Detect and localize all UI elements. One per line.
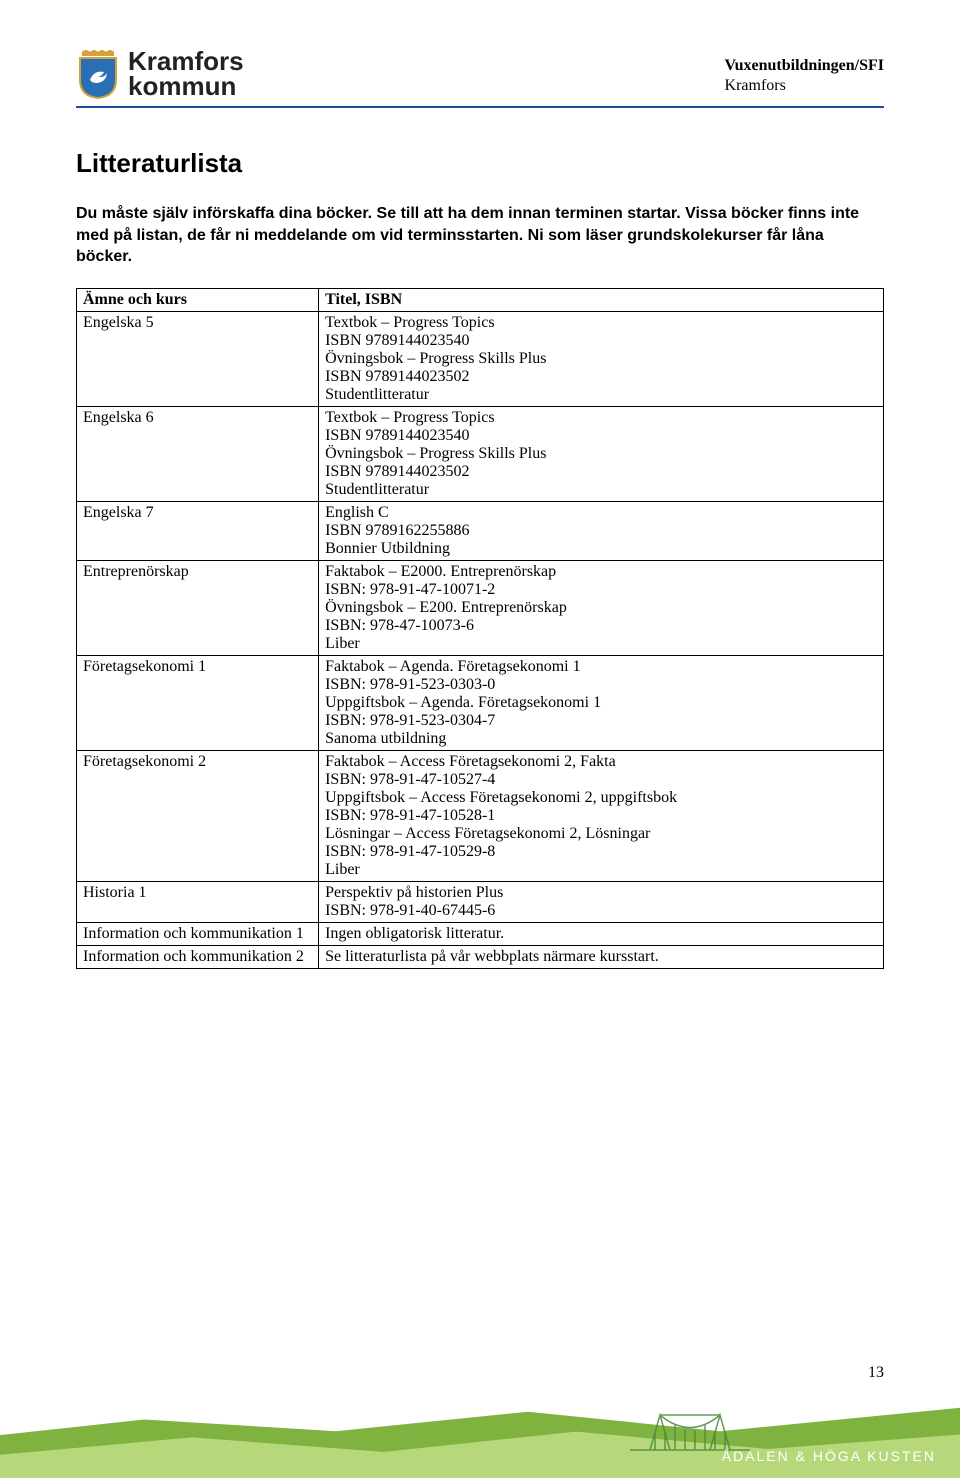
page-content: Kramfors kommun Vuxenutbildningen/SFI Kr… — [0, 0, 960, 969]
header: Kramfors kommun Vuxenutbildningen/SFI Kr… — [76, 48, 884, 100]
cell-info: Faktabok – E2000. EntreprenörskapISBN: 9… — [319, 560, 884, 655]
cell-line: ISBN 9789144023540 — [325, 427, 877, 445]
cell-line: Faktabok – Access Företagsekonomi 2, Fak… — [325, 753, 877, 771]
header-right-line2: Kramfors — [725, 76, 884, 96]
cell-subject: Information och kommunikation 2 — [77, 945, 319, 968]
cell-line: Studentlitteratur — [325, 481, 877, 499]
cell-line: Sanoma utbildning — [325, 730, 877, 748]
cell-line: Faktabok – Agenda. Företagsekonomi 1 — [325, 658, 877, 676]
cell-info: English CISBN 9789162255886Bonnier Utbil… — [319, 501, 884, 560]
header-right-bold: Vuxenutbildningen/SFI — [725, 56, 884, 76]
col-header-subject: Ämne och kurs — [77, 288, 319, 311]
cell-line: ISBN: 978-91-47-10071-2 — [325, 581, 877, 599]
cell-info: Faktabok – Access Företagsekonomi 2, Fak… — [319, 750, 884, 881]
cell-line: Textbok – Progress Topics — [325, 314, 877, 332]
cell-line: ISBN 9789144023540 — [325, 332, 877, 350]
cell-line: ISBN: 978-91-47-10527-4 — [325, 771, 877, 789]
cell-line: ISBN: 978-91-47-10528-1 — [325, 807, 877, 825]
cell-subject: Entreprenörskap — [77, 560, 319, 655]
cell-subject: Engelska 6 — [77, 406, 319, 501]
cell-line: ISBN: 978-91-523-0304-7 — [325, 712, 877, 730]
table-row: Engelska 7English CISBN 9789162255886Bon… — [77, 501, 884, 560]
literature-table: Ämne och kurs Titel, ISBN Engelska 5Text… — [76, 288, 884, 969]
cell-line: Uppgiftsbok – Access Företagsekonomi 2, … — [325, 789, 877, 807]
cell-info: Perspektiv på historien PlusISBN: 978-91… — [319, 881, 884, 922]
intro-paragraph: Du måste själv införskaffa dina böcker. … — [76, 203, 884, 268]
footer: ÅDALEN & HÖGA KUSTEN — [0, 1358, 960, 1478]
table-row: EntreprenörskapFaktabok – E2000. Entrepr… — [77, 560, 884, 655]
table-row: Engelska 6Textbok – Progress TopicsISBN … — [77, 406, 884, 501]
cell-subject: Historia 1 — [77, 881, 319, 922]
cell-line: Övningsbok – Progress Skills Plus — [325, 350, 877, 368]
cell-line: Faktabok – E2000. Entreprenörskap — [325, 563, 877, 581]
cell-line: ISBN: 978-47-10073-6 — [325, 617, 877, 635]
cell-line: Övningsbok – E200. Entreprenörskap — [325, 599, 877, 617]
cell-subject: Företagsekonomi 1 — [77, 655, 319, 750]
header-right: Vuxenutbildningen/SFI Kramfors — [725, 56, 884, 96]
table-header-row: Ämne och kurs Titel, ISBN — [77, 288, 884, 311]
footer-brand: ÅDALEN & HÖGA KUSTEN — [722, 1448, 936, 1464]
cell-line: Ingen obligatorisk litteratur. — [325, 925, 877, 943]
cell-subject: Engelska 7 — [77, 501, 319, 560]
cell-line: Perspektiv på historien Plus — [325, 884, 877, 902]
cell-line: English C — [325, 504, 877, 522]
crest-icon — [76, 48, 120, 100]
table-row: Information och kommunikation 2 Se litter… — [77, 945, 884, 968]
cell-line: ISBN: 978-91-47-10529-8 — [325, 843, 877, 861]
cell-info: Textbok – Progress TopicsISBN 9789144023… — [319, 311, 884, 406]
logo-line2: kommun — [128, 74, 244, 99]
cell-line: Övningsbok – Progress Skills Plus — [325, 445, 877, 463]
cell-line: Uppgiftsbok – Agenda. Företagsekonomi 1 — [325, 694, 877, 712]
table-row: Information och kommunikation 1 Ingen obl… — [77, 922, 884, 945]
table-row: Företagsekonomi 1Faktabok – Agenda. Före… — [77, 655, 884, 750]
col-header-info: Titel, ISBN — [319, 288, 884, 311]
logo-block: Kramfors kommun — [76, 48, 244, 100]
page-title: Litteraturlista — [76, 148, 884, 179]
cell-line: Studentlitteratur — [325, 386, 877, 404]
cell-info: Se litteraturlista på vår webbplats närm… — [319, 945, 884, 968]
cell-info: Textbok – Progress TopicsISBN 9789144023… — [319, 406, 884, 501]
header-rule — [76, 106, 884, 108]
cell-line: Textbok – Progress Topics — [325, 409, 877, 427]
cell-subject: Företagsekonomi 2 — [77, 750, 319, 881]
cell-line: ISBN: 978-91-523-0303-0 — [325, 676, 877, 694]
cell-line: ISBN 9789144023502 — [325, 463, 877, 481]
cell-line: ISBN 9789162255886 — [325, 522, 877, 540]
cell-line: ISBN: 978-91-40-67445-6 — [325, 902, 877, 920]
cell-line: ISBN 9789144023502 — [325, 368, 877, 386]
table-row: Engelska 5Textbok – Progress TopicsISBN … — [77, 311, 884, 406]
cell-info: Ingen obligatorisk litteratur. — [319, 922, 884, 945]
cell-line: Liber — [325, 861, 877, 879]
cell-subject: Information och kommunikation 1 — [77, 922, 319, 945]
cell-line: Liber — [325, 635, 877, 653]
cell-info: Faktabok – Agenda. Företagsekonomi 1ISBN… — [319, 655, 884, 750]
table-row: Historia 1Perspektiv på historien PlusIS… — [77, 881, 884, 922]
cell-line: Lösningar – Access Företagsekonomi 2, Lö… — [325, 825, 877, 843]
logo-text: Kramfors kommun — [128, 49, 244, 98]
cell-line: Bonnier Utbildning — [325, 540, 877, 558]
cell-subject: Engelska 5 — [77, 311, 319, 406]
cell-line: Se litteraturlista på vår webbplats närm… — [325, 948, 877, 966]
table-row: Företagsekonomi 2 Faktabok – Access Föret… — [77, 750, 884, 881]
